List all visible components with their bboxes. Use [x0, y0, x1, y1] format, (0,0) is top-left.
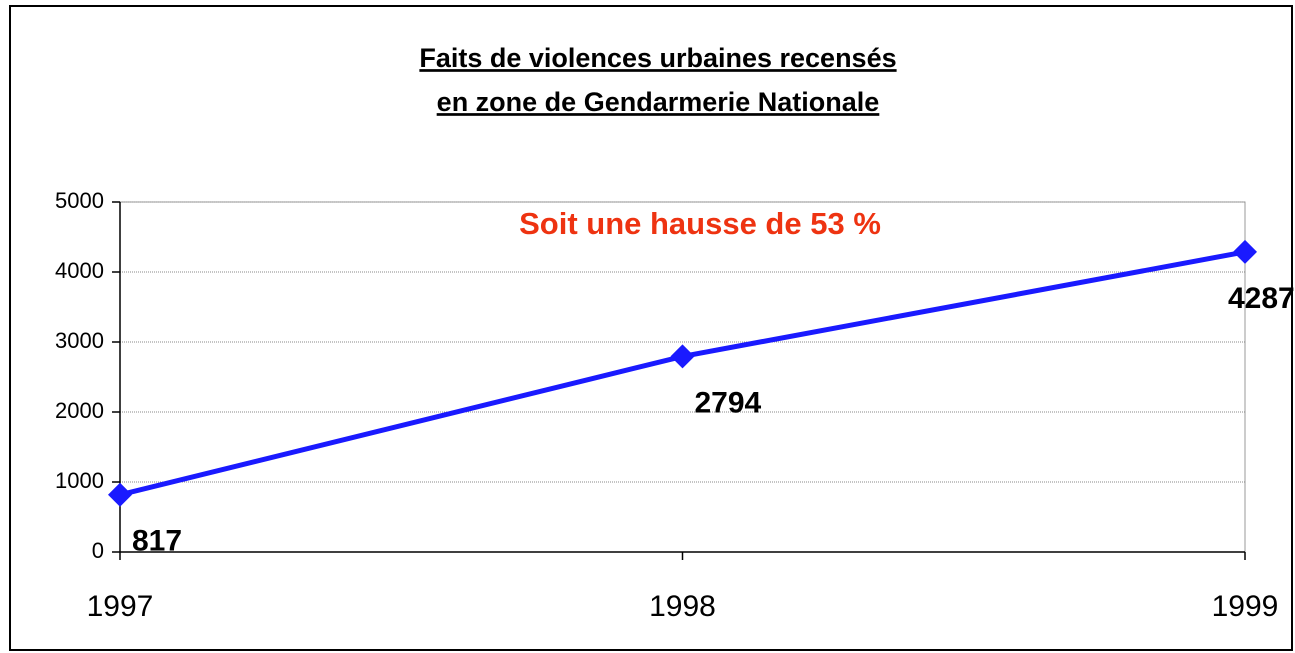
y-tick-label: 1000: [55, 468, 104, 493]
plot-area: [119, 201, 1246, 553]
x-tick-label: 1998: [649, 590, 716, 623]
data-label: 2794: [695, 386, 762, 419]
line: [119, 249, 1246, 498]
chart-title: en zone de Gendarmerie Nationale: [437, 87, 880, 117]
y-tick-label: 0: [92, 538, 104, 563]
x-tick-label: 1997: [87, 590, 154, 623]
chart-border: [9, 5, 1293, 651]
x-tick-label: 1999: [1212, 590, 1279, 623]
marker: [108, 482, 132, 507]
marker: [670, 344, 695, 369]
y-tick-label: 5000: [55, 188, 104, 213]
y-tick-label: 2000: [55, 398, 104, 423]
data-label: 817: [132, 525, 182, 558]
marker: [1233, 239, 1257, 264]
chart-title: Faits de violences urbaines recensés: [419, 43, 896, 73]
y-tick-label: 3000: [55, 328, 104, 353]
y-tick-label: 4000: [55, 258, 104, 283]
annotation: Soit une hausse de 53 %: [519, 206, 881, 241]
data-label: 4287: [1228, 282, 1295, 315]
